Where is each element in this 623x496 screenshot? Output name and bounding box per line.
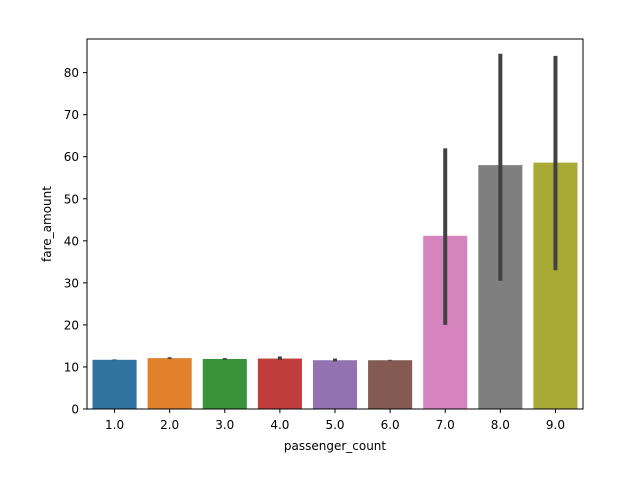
error-bars-layer: [112, 53, 558, 362]
y-tick-label-80: 80: [64, 66, 79, 80]
y-tick-label-20: 20: [64, 318, 79, 332]
x-axis: 1.0 2.0 3.0 4.0 5.0 6.0 7.0 8.0 9.0: [105, 409, 565, 432]
x-tick-label-5.0: 5.0: [325, 418, 344, 432]
x-tick-label-3.0: 3.0: [215, 418, 234, 432]
y-tick-label-0: 0: [71, 403, 79, 417]
y-tick-label-10: 10: [64, 360, 79, 374]
bars-layer: [92, 162, 578, 409]
y-tick-label-70: 70: [64, 108, 79, 122]
y-axis-label: fare_amount: [40, 186, 54, 262]
x-tick-label-9.0: 9.0: [546, 418, 565, 432]
x-tick-label-4.0: 4.0: [270, 418, 289, 432]
y-tick-label-60: 60: [64, 150, 79, 164]
x-tick-label-7.0: 7.0: [436, 418, 455, 432]
x-tick-label-8.0: 8.0: [491, 418, 510, 432]
x-axis-label: passenger_count: [284, 439, 387, 453]
y-tick-label-50: 50: [64, 192, 79, 206]
bar-5.0: [312, 360, 358, 409]
bar-3.0: [202, 358, 247, 409]
bar-2.0: [147, 358, 192, 409]
y-tick-label-40: 40: [64, 234, 79, 248]
x-tick-label-6.0: 6.0: [381, 418, 400, 432]
y-tick-label-30: 30: [64, 276, 79, 290]
y-axis: 0 10 20 30 40 50 60 70 80: [64, 66, 87, 417]
bar-6.0: [368, 360, 413, 409]
bar-1.0: [92, 359, 137, 409]
bar-4.0: [257, 358, 302, 409]
x-tick-label-2.0: 2.0: [160, 418, 179, 432]
x-tick-label-1.0: 1.0: [105, 418, 124, 432]
